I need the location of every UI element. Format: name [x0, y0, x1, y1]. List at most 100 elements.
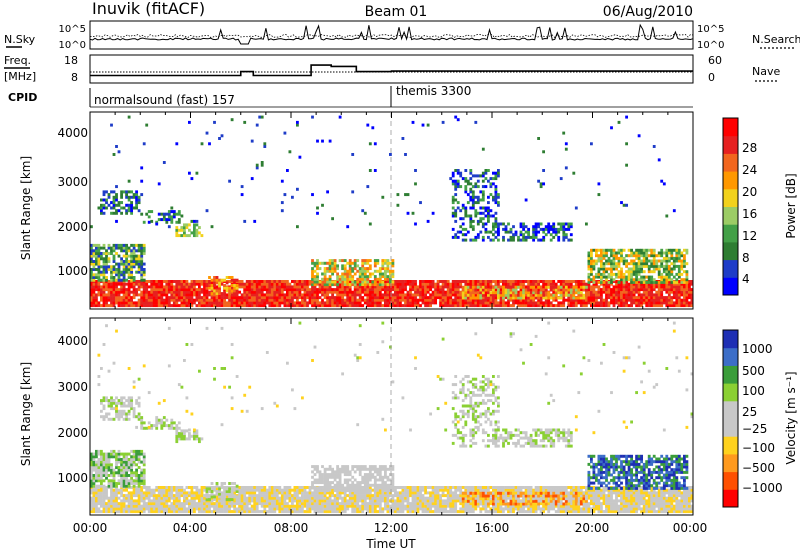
velocity-cell [145, 504, 149, 508]
power-cell [115, 290, 118, 294]
velocity-cell [228, 507, 232, 511]
velocity-cell [183, 504, 186, 508]
power-cell [218, 298, 221, 302]
power-cell [135, 280, 139, 283]
power-cell [270, 280, 274, 283]
power-cell [509, 285, 513, 289]
power-cell [600, 282, 603, 286]
power-cell [215, 278, 219, 282]
velocity-cell [160, 510, 164, 514]
power-cell [117, 301, 121, 305]
power-cell [280, 285, 284, 289]
power-cell [655, 264, 659, 268]
power-cell [150, 293, 154, 297]
power-cell [683, 280, 686, 284]
power-cell [544, 291, 548, 295]
power-cell [265, 285, 269, 289]
velocity-cell [200, 510, 204, 514]
velocity-cell [102, 504, 106, 508]
power-cell [605, 254, 608, 258]
power-cell [554, 290, 558, 294]
velocity-cell [95, 502, 98, 506]
velocity-cell [253, 510, 257, 514]
velocity-cell [157, 502, 161, 506]
power-cell [489, 209, 493, 213]
power-cell [253, 288, 257, 292]
power-cell [90, 298, 93, 302]
power-cell [258, 301, 262, 305]
power-cell [358, 283, 362, 287]
power-cell [592, 301, 596, 305]
velocity-cell [155, 494, 159, 498]
velocity-cell [336, 494, 340, 498]
velocity-cell [298, 510, 302, 514]
power-cell [524, 235, 528, 239]
velocity-cell [336, 510, 340, 514]
power-cell [537, 137, 541, 140]
power-cell [203, 288, 206, 292]
velocity-cell [240, 507, 244, 511]
power-cell [303, 296, 307, 300]
power-cell [371, 301, 375, 305]
power-cell [610, 275, 613, 279]
velocity-cell [208, 504, 211, 508]
power-cell [451, 293, 455, 297]
velocity-cell [318, 510, 322, 514]
velocity-cell [92, 504, 96, 508]
velocity-cell [120, 502, 124, 506]
power-cell [519, 301, 523, 305]
power-cell [524, 238, 528, 242]
velocity-cell [283, 510, 287, 514]
velocity-cell [275, 494, 279, 498]
velocity-cell [278, 502, 282, 506]
velocity-cell [122, 488, 126, 492]
power-cell [685, 262, 689, 266]
power-cell [105, 190, 108, 194]
power-cell [115, 288, 118, 292]
power-cell [132, 252, 136, 255]
power-cell [378, 290, 382, 294]
velocity-cell [90, 507, 93, 511]
power-cell [685, 248, 689, 252]
power-cell [677, 256, 681, 260]
velocity-cell [303, 502, 307, 506]
velocity-cell [112, 491, 116, 495]
power-cell [210, 298, 214, 302]
power-cell [358, 280, 362, 283]
power-cell [685, 275, 689, 279]
power-cell [137, 257, 141, 261]
velocity-cell [117, 488, 121, 492]
power-cell [132, 246, 136, 250]
velocity-cell [283, 488, 287, 492]
power-cell [585, 293, 588, 297]
power-cell [286, 280, 289, 283]
power-cell [145, 123, 149, 127]
power-cell [102, 301, 106, 305]
power-cell [343, 283, 347, 287]
power-cell [341, 272, 345, 276]
velocity-cell [233, 486, 237, 489]
power-cell [250, 304, 254, 308]
power-cell [650, 248, 654, 252]
velocity-cell [177, 496, 181, 500]
power-cell [522, 285, 526, 289]
power-cell [484, 293, 488, 297]
power-cell [245, 298, 249, 302]
power-cell [419, 298, 422, 302]
velocity-cell [253, 491, 257, 495]
power-cell [185, 282, 189, 286]
power-cell [502, 293, 505, 297]
velocity-cell [102, 488, 106, 492]
velocity-cell [303, 510, 307, 514]
velocity-cell [321, 502, 324, 506]
power-cell [122, 265, 126, 269]
power-cell [185, 293, 189, 297]
power-cell [240, 296, 244, 300]
power-cell [507, 222, 510, 226]
power-cell [361, 264, 365, 268]
velocity-cell [203, 510, 206, 514]
velocity-cell [102, 502, 106, 506]
power-cell [456, 296, 460, 300]
power-cell [564, 147, 568, 151]
power-cell [597, 193, 601, 197]
